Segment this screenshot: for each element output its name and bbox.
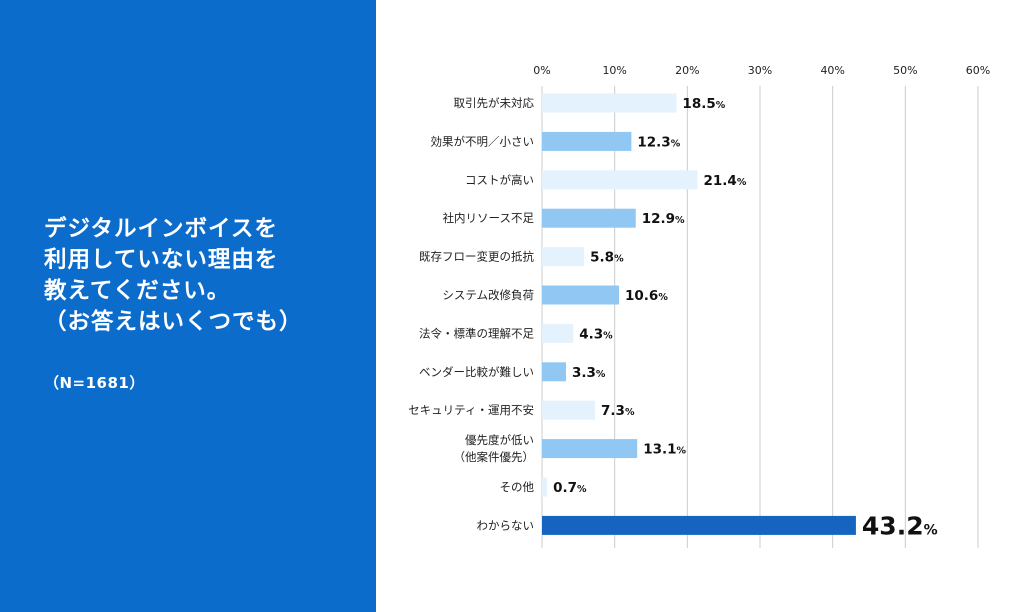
category-label-3: コストが高い <box>465 173 534 187</box>
bar-chart: 0% 10% 20% 30% 40% 50% 60% 取引先が未対応 18.5% 効果が不明／小さ… <box>408 64 990 548</box>
category-label-6: システム改修負荷 <box>442 288 534 302</box>
question-line-3: 教えてください。 <box>44 278 231 304</box>
category-label-5: 既存フロー変更の抵抗 <box>419 250 534 264</box>
x-tick-label-40: 40% <box>820 64 844 77</box>
question-line-4: （お答えはいくつでも） <box>44 309 303 335</box>
value-label-9: 7.3% <box>601 403 635 419</box>
bar-11 <box>542 477 548 497</box>
x-tick-label-30: 30% <box>748 64 772 77</box>
value-label-8: 3.3% <box>572 365 606 381</box>
category-label-9: セキュリティ・運用不安 <box>408 403 534 417</box>
category-label-10-line-1: 優先度が低い <box>465 433 534 447</box>
bar-5 <box>542 247 585 267</box>
question-text: デジタルインボイスを 利用していない理由を 教えてください。 （お答えはいくつで… <box>44 214 364 338</box>
question-line-2: 利用していない理由を <box>44 247 279 273</box>
x-tick-label-60: 60% <box>966 64 990 77</box>
bar-6 <box>542 285 620 305</box>
value-label-10: 13.1% <box>643 442 686 458</box>
bar-9 <box>542 400 596 420</box>
x-tick-label-10: 10% <box>602 64 626 77</box>
value-label-7: 4.3% <box>579 326 613 342</box>
bar-3 <box>542 170 698 190</box>
bar-8 <box>542 362 566 382</box>
category-label-7: 法令・標準の理解不足 <box>419 326 534 340</box>
value-label-6: 10.6% <box>625 288 668 304</box>
x-tick-label-20: 20% <box>675 64 699 77</box>
bar-1 <box>542 93 677 113</box>
bar-2 <box>542 131 632 151</box>
value-label-2: 12.3% <box>637 134 680 150</box>
sample-size: （N=1681） <box>44 374 145 392</box>
value-label-11: 0.7% <box>553 480 587 496</box>
question-panel: デジタルインボイスを 利用していない理由を 教えてください。 （お答えはいくつで… <box>0 0 376 612</box>
x-tick-label-50: 50% <box>893 64 917 77</box>
bar-12 <box>542 515 856 535</box>
value-label-5: 5.8% <box>590 250 624 266</box>
category-label-11: その他 <box>500 480 535 494</box>
question-line-1: デジタルインボイスを <box>44 216 278 242</box>
value-label-3: 21.4% <box>704 173 747 189</box>
bar-4 <box>542 208 636 228</box>
value-label-1: 18.5% <box>682 96 725 112</box>
category-label-1: 取引先が未対応 <box>454 96 535 110</box>
category-label-10-line-2: （他案件優先） <box>454 450 535 464</box>
bar-10 <box>542 439 638 459</box>
bar-7 <box>542 323 574 343</box>
category-label-8: ベンダー比較が難しい <box>419 365 534 379</box>
x-tick-label-0: 0% <box>533 64 550 77</box>
value-label-12: 43.2% <box>862 511 938 540</box>
category-label-4: 社内リソース不足 <box>443 211 535 225</box>
category-label-2: 効果が不明／小さい <box>431 134 535 148</box>
category-label-12: わからない <box>477 518 535 532</box>
value-label-4: 12.9% <box>642 211 685 227</box>
